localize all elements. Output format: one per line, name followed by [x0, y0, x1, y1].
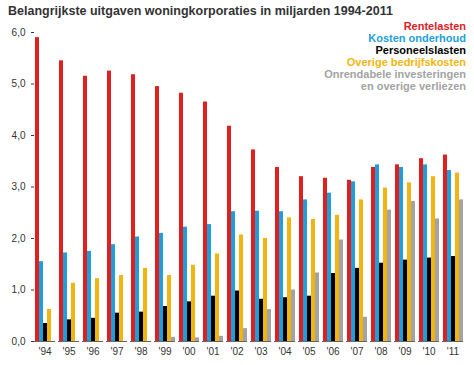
svg-text:'10: '10 [422, 346, 435, 357]
html-text:Belangrijkste uitgaven woningk: Belangrijkste uitgaven woningkorporaties… [8, 4, 393, 18]
svg-text:3,0: 3,0 [12, 181, 26, 192]
svg-text:'00: '00 [182, 346, 195, 357]
svg-text:'08: '08 [374, 346, 387, 357]
svg-text:'94: '94 [38, 346, 51, 357]
html-text:Personeelslasten: Personeelslasten [375, 44, 466, 56]
html-text:Onrendabele investeringen en o: Onrendabele investeringen en overige ver… [324, 68, 466, 92]
svg-text:'98: '98 [134, 346, 147, 357]
svg-text:'01: '01 [206, 346, 219, 357]
svg-text:'05: '05 [302, 346, 315, 357]
svg-text:1,0: 1,0 [12, 284, 26, 295]
html-text:Kosten onderhoud: Kosten onderhoud [368, 32, 466, 44]
html-text:Overige bedrijfskosten: Overige bedrijfskosten [346, 56, 466, 68]
svg-text:2,0: 2,0 [12, 233, 26, 244]
svg-text:'96: '96 [86, 346, 99, 357]
svg-text:4,0: 4,0 [12, 130, 26, 141]
svg-text:0,0: 0,0 [12, 336, 26, 347]
svg-text:'95: '95 [62, 346, 75, 357]
svg-text:'02: '02 [230, 346, 243, 357]
svg-text:'97: '97 [110, 346, 123, 357]
svg-text:'07: '07 [350, 346, 363, 357]
svg-text:'04: '04 [278, 346, 291, 357]
svg-text:5,0: 5,0 [12, 78, 26, 89]
svg-text:'11: '11 [447, 346, 460, 357]
svg-text:'99: '99 [158, 346, 171, 357]
svg-text:6,0: 6,0 [12, 27, 26, 38]
svg-text:'06: '06 [326, 346, 339, 357]
html-text:Rentelasten: Rentelasten [403, 20, 466, 32]
svg-text:'09: '09 [398, 346, 411, 357]
svg-text:'03: '03 [254, 346, 267, 357]
